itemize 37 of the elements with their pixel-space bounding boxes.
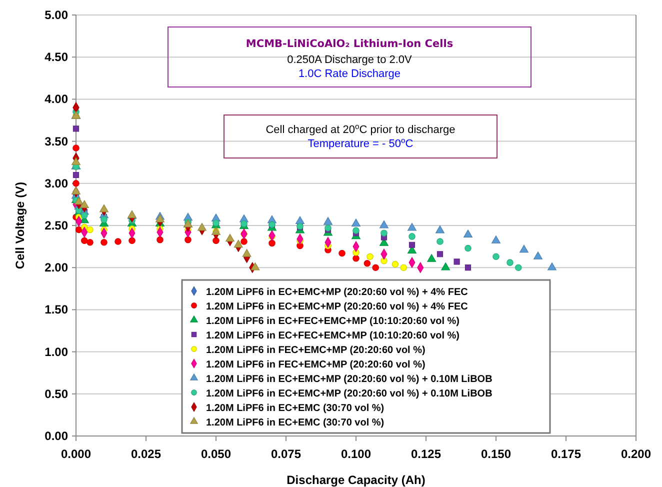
x-tick-label: 0.075	[270, 447, 302, 461]
legend-label: 1.20M LiPF6 in FEC+EMC+MP (20:20:60 vol %)	[206, 345, 426, 356]
y-tick-label: 0.50	[44, 386, 68, 401]
x-tick-label: 0.000	[60, 447, 92, 461]
legend-label: 1.20M LiPF6 in EC+EMC+MP (20:20:60 vol %) + 0.10M LiBOB	[206, 388, 492, 400]
y-tick-label: 1.00	[44, 344, 68, 359]
x-tick-label: 0.175	[550, 447, 582, 461]
y-tick-label: 2.50	[44, 218, 68, 232]
y-tick-label: 3.50	[44, 134, 68, 148]
legend-label: 1.20M LiPF6 in EC+EMC+MP (20:20:60 vol %) + 0.10M LiBOB	[206, 374, 492, 385]
y-tick-label: 3.00	[44, 176, 68, 190]
legend-label: 1.20M LiPF6 in EC+EMC+MP (20:20:60 vol %) + 4% FEC	[206, 302, 468, 312]
x-tick-label: 0.050	[200, 447, 232, 461]
x-tick-label: 0.100	[340, 447, 372, 461]
legend-label: 1.20M LiPF6 in EC+EMC (30:70 vol %)	[206, 403, 384, 414]
x-axis-title: Discharge Capacity (Ah)	[286, 473, 426, 487]
legend-label: 1.20M LiPF6 in EC+FEC+EMC+MP (10:10:20:60 vol %)	[206, 316, 460, 327]
y-tick-label: 5.00	[44, 8, 68, 22]
y-tick-label: 4.50	[44, 50, 68, 64]
text: 0.250A Discharge to 2.0V	[287, 54, 413, 66]
x-tick-label: 0.125	[410, 447, 442, 461]
y-tick-label: 0.00	[44, 429, 68, 443]
legend-label: 1.20M LiPF6 in FEC+EMC+MP (20:20:60 vol %)	[206, 360, 426, 370]
y-tick-label: 2.00	[44, 260, 68, 275]
y-axis-title: Cell Voltage (V)	[13, 182, 27, 270]
x-tick-label: 0.025	[130, 447, 162, 461]
y-tick-label: 4.00	[44, 92, 68, 106]
annotation: 1.0C Rate Discharge	[298, 68, 401, 80]
legend-label: 1.20M LiPF6 in EC+EMC+MP (20:20:60 vol %) + 4% FEC	[206, 287, 468, 298]
text: MCMB-LiNiCoAlO₂ Lithium-Ion Cells	[246, 38, 454, 50]
x-tick-label: 0.150	[480, 447, 512, 461]
legend-label: 1.20M LiPF6 in EC+EMC (30:70 vol %)	[206, 418, 384, 428]
annotation: Cell charged at 20$^{o}$C prior to discharge	[266, 122, 456, 136]
x-tick-label: 0.200	[620, 447, 652, 461]
y-tick-label: 1.50	[44, 302, 68, 317]
annotation: Temperature = - 50$^{o}$C	[308, 136, 414, 150]
legend-label: 1.20M LiPF6 in EC+FEC+EMC+MP (10:10:20:60 vol %)	[206, 330, 460, 342]
